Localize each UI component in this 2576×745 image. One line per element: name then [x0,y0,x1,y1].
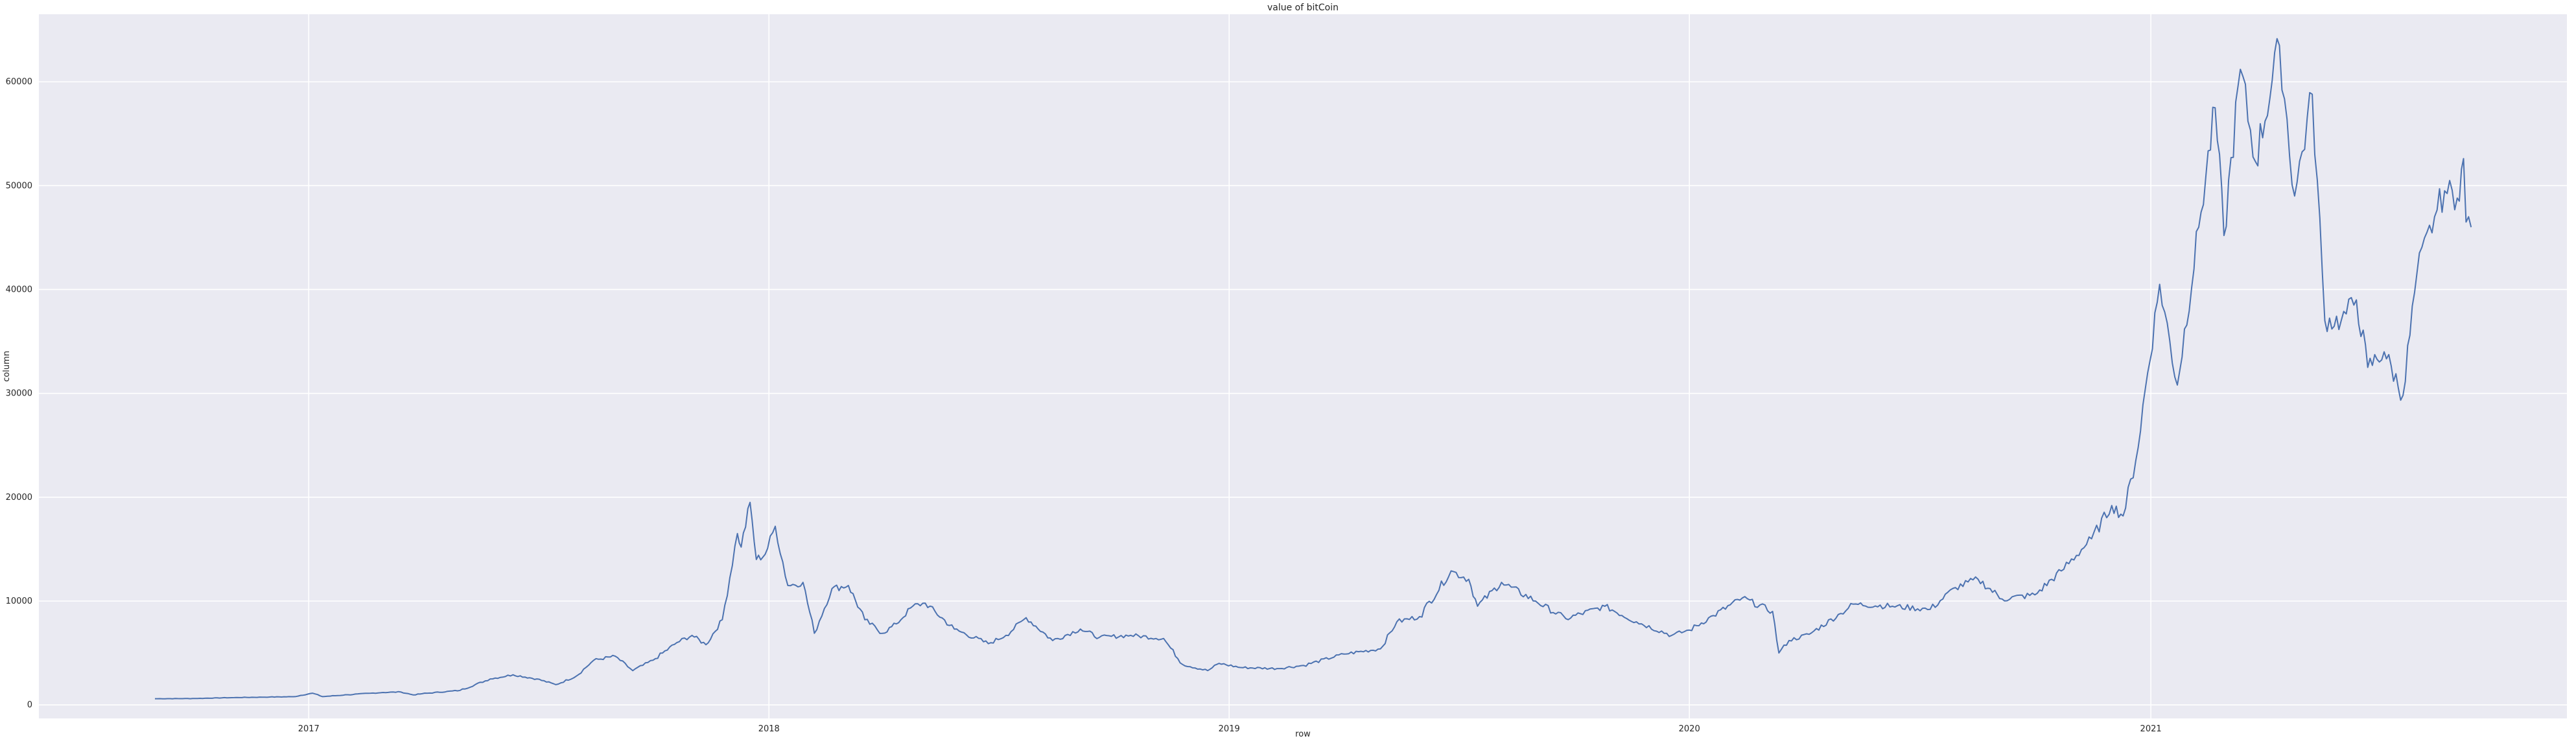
x-tick-label: 2017 [298,724,320,734]
y-tick-label: 0 [27,700,32,710]
plot-area [39,14,2567,718]
series-line [155,38,2472,700]
gridlines [39,14,2567,718]
y-axis-label: column [2,351,12,382]
y-tick-label: 40000 [6,285,32,294]
y-tick-label: 10000 [6,597,32,606]
y-axis-ticks: 0 10000 20000 30000 40000 50000 60000 [6,77,32,710]
x-axis-ticks: 2017 2018 2019 2020 2021 [298,724,2162,734]
y-tick-label: 60000 [6,77,32,87]
y-tick-label: 20000 [6,493,32,503]
x-axis-label: row [1295,729,1311,739]
y-tick-label: 30000 [6,389,32,399]
x-tick-label: 2021 [2140,724,2162,734]
y-tick-label: 50000 [6,181,32,191]
x-tick-label: 2019 [1219,724,1240,734]
x-tick-label: 2018 [758,724,780,734]
chart-title: value of bitCoin [1267,3,1339,13]
x-tick-label: 2020 [1679,724,1700,734]
